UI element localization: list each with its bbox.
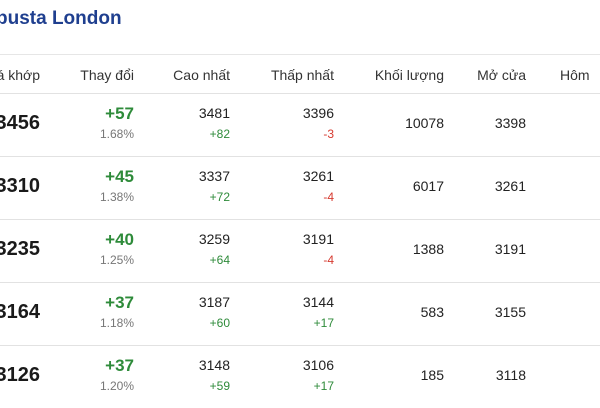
low-cell: 3396 -3 [250,94,334,156]
high-value: 3481 [198,105,230,121]
high-cell: 3259 +64 [150,220,230,282]
change-percent: 1.25% [99,253,134,267]
volume-cell: 1388 [350,220,444,282]
high-cell: 3187 +60 [150,283,230,345]
low-change: -4 [323,190,334,204]
header-low[interactable]: Thấp nhất [270,67,334,83]
change-percent: 1.68% [99,127,134,141]
change-percent: 1.38% [99,190,134,204]
low-value: 3106 [302,357,334,373]
high-value: 3259 [198,231,230,247]
header-high[interactable]: Cao nhất [173,67,230,83]
table-row[interactable]: 3235 +40 1.25% 3259 +64 3191 -4 1388 3191 [0,220,600,283]
header-previous[interactable]: Hôm [560,67,590,83]
header-volume[interactable]: Khối lượng [374,67,444,83]
volume-value: 1388 [412,241,444,257]
volume-cell: 6017 [350,157,444,219]
change-cell: +40 1.25% [60,220,134,282]
high-cell: 3481 +82 [150,94,230,156]
change-value: +37 [105,356,134,375]
high-change: +60 [209,316,230,330]
match-price: 3310 [0,175,40,197]
open-cell: 3261 [460,157,526,219]
low-cell: 3144 +17 [250,283,334,345]
match-price: 3164 [0,301,40,323]
match-price: 3126 [0,364,40,386]
price-table: á khớp Thay đổi Cao nhất Thấp nhất Khối … [0,54,600,408]
change-percent: 1.20% [99,379,134,393]
change-cell: +37 1.20% [60,346,134,408]
high-cell: 3337 +72 [150,157,230,219]
high-value: 3148 [198,357,230,373]
low-cell: 3191 -4 [250,220,334,282]
change-cell: +57 1.68% [60,94,134,156]
high-change: +64 [209,253,230,267]
open-value: 3118 [495,367,526,383]
low-change: -4 [323,253,334,267]
open-cell: 3118 [460,346,526,408]
low-cell: 3106 +17 [250,346,334,408]
header-open[interactable]: Mở cửa [477,67,526,83]
low-value: 3191 [302,231,334,247]
table-row[interactable]: 3310 +45 1.38% 3337 +72 3261 -4 6017 3261 [0,157,600,220]
volume-cell: 583 [350,283,444,345]
change-value: +45 [105,167,134,186]
header-match-price[interactable]: á khớp [0,67,40,83]
open-cell: 3191 [460,220,526,282]
low-change: +17 [313,316,334,330]
open-value: 3155 [494,304,526,320]
low-value: 3144 [302,294,334,310]
high-change: +59 [209,379,230,393]
table-row[interactable]: 3456 +57 1.68% 3481 +82 3396 -3 10078 3398 [0,94,600,157]
low-value: 3396 [302,105,334,121]
header-change[interactable]: Thay đổi [80,67,134,83]
low-change: +17 [313,379,334,393]
high-value: 3337 [198,168,230,184]
table-header: á khớp Thay đổi Cao nhất Thấp nhất Khối … [0,55,600,94]
change-value: +40 [105,230,134,249]
change-cell: +45 1.38% [60,157,134,219]
open-cell: 3398 [460,94,526,156]
volume-cell: 10078 [350,94,444,156]
open-value: 3261 [494,178,526,194]
change-percent: 1.18% [99,316,134,330]
change-value: +57 [105,104,134,123]
match-price: 3235 [0,238,40,260]
low-value: 3261 [302,168,334,184]
table-row[interactable]: 3164 +37 1.18% 3187 +60 3144 +17 583 3155 [0,283,600,346]
high-cell: 3148 +59 [150,346,230,408]
high-change: +82 [209,127,230,141]
low-cell: 3261 -4 [250,157,334,219]
table-row[interactable]: 3126 +37 1.20% 3148 +59 3106 +17 185 3118 [0,346,600,408]
volume-value: 10078 [405,115,444,131]
change-value: +37 [105,293,134,312]
volume-value: 185 [420,367,444,383]
match-price: 3456 [0,112,40,134]
change-cell: +37 1.18% [60,283,134,345]
volume-cell: 185 [350,346,444,408]
open-value: 3398 [494,115,526,131]
volume-value: 583 [420,304,444,320]
open-cell: 3155 [460,283,526,345]
open-value: 3191 [494,241,526,257]
low-change: -3 [323,127,334,141]
high-value: 3187 [198,294,230,310]
high-change: +72 [209,190,230,204]
table-title: busta London [0,8,122,29]
volume-value: 6017 [412,178,444,194]
